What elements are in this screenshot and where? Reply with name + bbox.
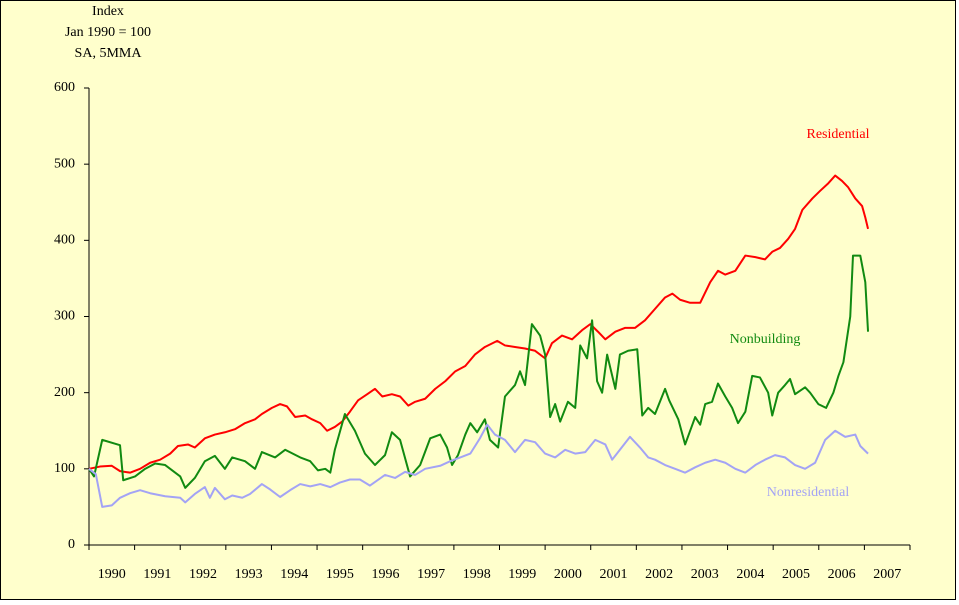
x-tick-label: 2002 xyxy=(645,567,673,582)
y-tick-label: 500 xyxy=(54,156,75,171)
x-tick-label: 1999 xyxy=(508,567,536,582)
x-tick-label: 2006 xyxy=(828,567,856,582)
y-axis-label: SA, 5MMA xyxy=(75,46,143,61)
y-tick-label: 100 xyxy=(54,461,75,476)
y-axis-label: Jan 1990 = 100 xyxy=(65,25,151,40)
x-tick-label: 1993 xyxy=(235,567,263,582)
x-tick-label: 1995 xyxy=(326,567,354,582)
x-tick-label: 2003 xyxy=(691,567,719,582)
series-line xyxy=(88,254,870,489)
y-tick-label: 0 xyxy=(68,537,75,552)
x-tick-label: 1991 xyxy=(143,567,171,582)
x-tick-label: 1992 xyxy=(189,567,217,582)
series-label: Nonbuilding xyxy=(730,332,801,347)
series-line xyxy=(88,174,870,474)
x-tick-label: 2007 xyxy=(873,567,901,582)
x-tick-label: 1998 xyxy=(463,567,491,582)
y-tick-label: 200 xyxy=(54,385,75,400)
x-tick-label: 1994 xyxy=(280,567,308,582)
y-tick-label: 400 xyxy=(54,233,75,248)
y-tick-label: 300 xyxy=(54,309,75,324)
x-tick-label: 1996 xyxy=(371,567,399,582)
y-axis-label: Index xyxy=(92,4,124,19)
series-label: Nonresidential xyxy=(767,485,850,500)
x-tick-label: 2004 xyxy=(736,567,764,582)
series-line xyxy=(88,423,869,508)
x-tick-label: 1990 xyxy=(98,567,126,582)
x-tick-label: 1997 xyxy=(417,567,445,582)
series-label: Residential xyxy=(807,127,870,142)
x-tick-label: 2001 xyxy=(600,567,628,582)
x-tick-label: 2005 xyxy=(782,567,810,582)
y-tick-label: 600 xyxy=(54,80,75,95)
x-tick-label: 2000 xyxy=(554,567,582,582)
